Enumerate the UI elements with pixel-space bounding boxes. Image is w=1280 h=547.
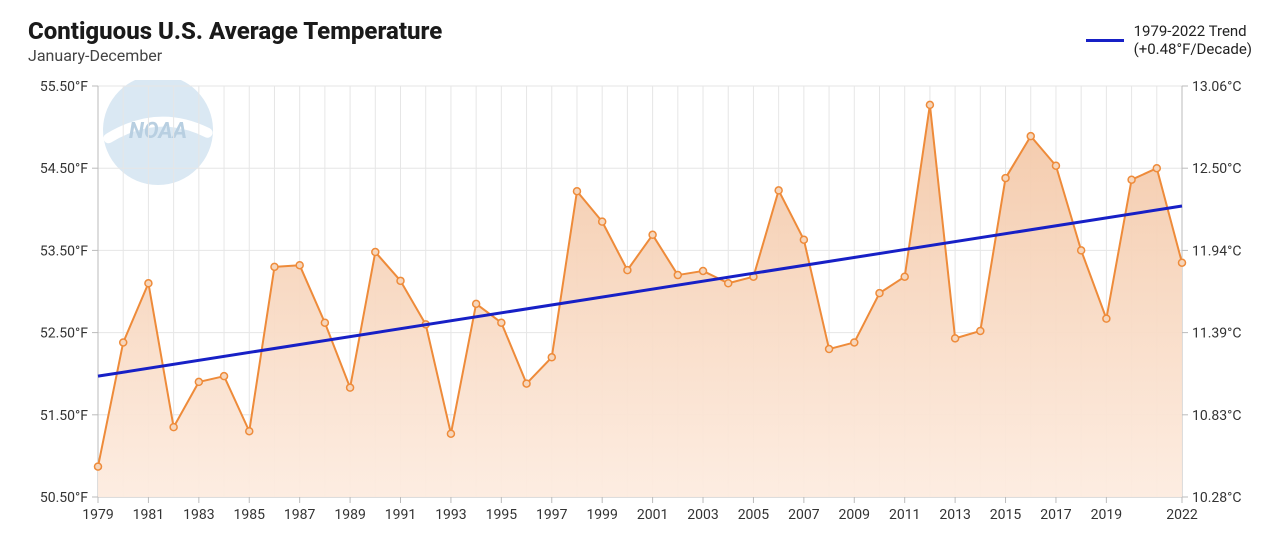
svg-text:2001: 2001 [637, 507, 668, 523]
svg-text:1981: 1981 [133, 507, 164, 523]
svg-text:10.28°C: 10.28°C [1192, 490, 1242, 506]
svg-text:2019: 2019 [1091, 507, 1122, 523]
svg-text:11.94°C: 11.94°C [1192, 243, 1242, 259]
svg-text:1985: 1985 [234, 507, 266, 523]
svg-text:2022: 2022 [1166, 507, 1198, 523]
svg-text:2007: 2007 [788, 507, 820, 523]
svg-text:55.50°F: 55.50°F [40, 80, 88, 95]
svg-text:1979: 1979 [82, 507, 113, 523]
svg-text:1997: 1997 [536, 507, 568, 523]
plot-area: NOAA 50.50°F 51.50°F 52.50°F 53.50°F 54.50°F 5… [28, 80, 1252, 527]
legend-label-line2: (+0.48°F/Decade) [1134, 40, 1252, 58]
legend-label: 1979-2022 Trend (+0.48°F/Decade) [1134, 22, 1252, 58]
svg-text:2005: 2005 [738, 507, 770, 523]
svg-text:51.50°F: 51.50°F [40, 408, 88, 424]
svg-text:2011: 2011 [889, 507, 920, 523]
chart-title: Contiguous U.S. Average Temperature [28, 18, 1252, 44]
svg-text:53.50°F: 53.50°F [40, 243, 88, 259]
trend-legend: 1979-2022 Trend (+0.48°F/Decade) [1086, 22, 1252, 58]
svg-text:2013: 2013 [939, 507, 970, 523]
svg-text:1987: 1987 [284, 507, 316, 523]
svg-text:2003: 2003 [687, 507, 718, 523]
svg-text:2015: 2015 [990, 507, 1022, 523]
svg-text:13.06°C: 13.06°C [1192, 80, 1242, 95]
svg-text:1991: 1991 [385, 507, 416, 523]
legend-label-line1: 1979-2022 Trend [1134, 22, 1247, 40]
svg-text:1983: 1983 [183, 507, 214, 523]
svg-text:1993: 1993 [435, 507, 466, 523]
svg-text:11.39°C: 11.39°C [1192, 326, 1242, 342]
svg-text:12.50°C: 12.50°C [1192, 161, 1242, 177]
svg-text:2017: 2017 [1040, 507, 1072, 523]
svg-text:54.50°F: 54.50°F [40, 161, 88, 177]
svg-text:1995: 1995 [486, 507, 518, 523]
svg-text:52.50°F: 52.50°F [40, 326, 88, 342]
svg-text:10.83°C: 10.83°C [1192, 408, 1242, 424]
temperature-chart: NOAA 50.50°F 51.50°F 52.50°F 53.50°F 54.50°F 5… [28, 80, 1252, 527]
chart-page: Contiguous U.S. Average Temperature Janu… [0, 0, 1280, 547]
svg-text:50.50°F: 50.50°F [40, 490, 88, 506]
svg-text:NOAA: NOAA [129, 119, 187, 144]
chart-subtitle: January-December [28, 46, 1252, 65]
legend-swatch [1086, 39, 1124, 42]
svg-text:2009: 2009 [839, 507, 870, 523]
svg-text:1999: 1999 [586, 507, 617, 523]
svg-text:1989: 1989 [334, 507, 365, 523]
